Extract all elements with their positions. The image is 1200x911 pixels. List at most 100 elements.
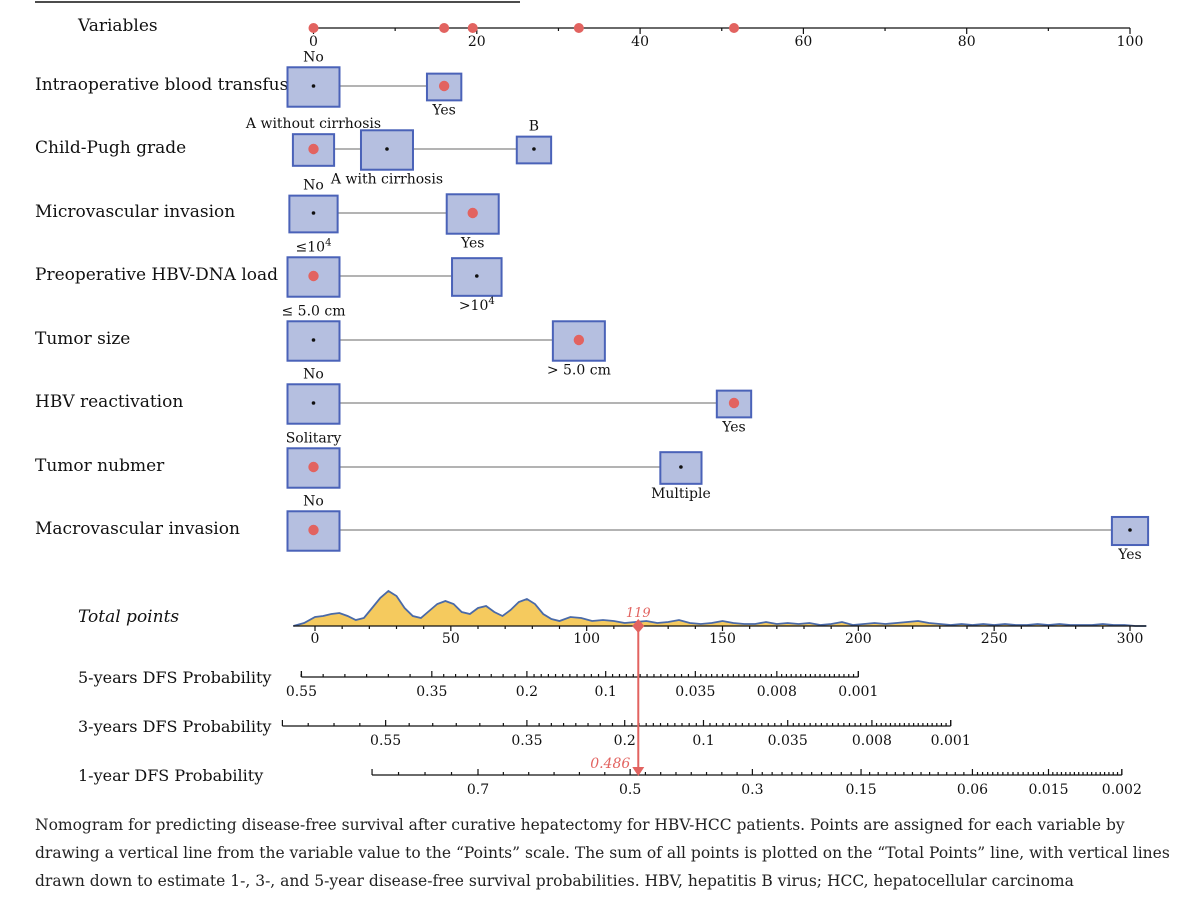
level-center-dot [532,147,536,151]
probability-tick-label: 0.008 [852,733,892,749]
variable-row: Tumor nubmer Solitary Multiple [35,430,711,502]
selected-level-dot [308,270,319,282]
probability-scales: 5-years DFS Probability 0.55 0.35 0.2 0.1 0.0… [78,668,1142,798]
level-label: Yes [460,236,485,252]
probability-tick-label: 0.035 [675,684,715,700]
level-center-dot [475,274,479,278]
total-points-axis: Total points 0 50 100 150 200 250 300 [78,607,1147,647]
points-axis-tick-label: 40 [631,34,649,50]
level-center-dot [311,84,316,88]
level-label: Yes [431,102,456,118]
probability-tick-label: 0.55 [370,733,401,749]
marker-diamond [632,619,645,633]
probability-tick-label: 0.3 [741,782,763,798]
total-points-tick-label: 150 [709,631,736,647]
probability-tick-label: 0.15 [845,782,876,798]
level-center-dot [311,401,316,405]
total-points-tick-label: 300 [1117,631,1144,647]
probability-tick-label: 0.7 [467,782,489,798]
level-label: No [303,49,324,65]
marker-probability-value: 0.486 [590,756,630,772]
probability-tick-label: 0.1 [595,684,617,700]
level-label: Multiple [651,486,711,502]
probability-scale-title: 1-year DFS Probability [78,766,263,785]
selected-point-dot [308,23,319,33]
variable-row: Tumor size ≤ 5.0 cm > 5.0 cm [35,303,611,378]
variable-row: HBV reactivation No Yes [35,366,753,435]
total-points-tick-label: 200 [845,631,872,647]
level-label: No [303,178,324,194]
probability-tick-label: 0.008 [757,684,797,700]
level-label: Solitary [286,430,342,446]
selected-level-dot [573,334,585,346]
probability-tick-label: 0.002 [1102,782,1142,798]
level-label: ≤ 5.0 cm [281,303,345,319]
points-axis-tick-label: 0 [309,34,318,50]
points-axis-tick-label: 100 [1117,34,1144,50]
variable-row: Macrovascular invasion No Yes [35,493,1150,563]
probability-tick-label: 0.5 [619,782,641,798]
probability-scale: 1-year DFS Probability 0.7 0.5 0.3 0.15 0.06 0… [78,766,1142,798]
probability-tick-label: 0.1 [692,733,714,749]
marker-arrowhead [632,767,645,776]
variable-label: Child-Pugh grade [35,138,186,158]
total-points-tick-label: 0 [311,631,320,647]
probability-tick-label: 0.015 [1028,782,1068,798]
probability-tick-label: 0.35 [511,733,542,749]
variable-label: Tumor size [35,329,130,349]
level-label: ≤104 [296,237,332,255]
variable-label: Macrovascular invasion [35,519,240,539]
level-label: No [303,366,324,382]
probability-tick-label: 0.55 [286,684,317,700]
level-label: > 5.0 cm [547,363,611,379]
level-label: Yes [721,419,746,435]
total-points-tick-label: 100 [573,631,600,647]
selected-point-dot [728,23,739,33]
level-center-dot [385,147,389,151]
variable-row: Preoperative HBV-DNA load ≤104 >104 [35,237,503,314]
variable-row: Microvascular invasion No Yes [35,178,500,252]
probability-scale-title: 3-years DFS Probability [78,717,271,736]
selected-point-dot [467,23,478,33]
level-center-dot [1128,528,1132,532]
total-points-tick-label: 250 [981,631,1008,647]
probability-tick-label: 0.001 [838,684,878,700]
selected-level-dot [438,80,450,92]
level-center-dot [679,465,683,469]
selected-level-dot [308,461,319,473]
marker-total-value: 119 [626,606,651,621]
probability-tick-label: 0.2 [516,684,538,700]
total-points-marker: 119 0.486 [590,606,651,776]
level-label: Yes [1117,547,1142,563]
points-axis-tick-label: 60 [794,34,812,50]
probability-scale: 5-years DFS Probability 0.55 0.35 0.2 0.1 0.0… [78,668,878,700]
variable-label: Tumor nubmer [35,456,165,476]
selected-point-dot [573,23,584,33]
level-center-dot [311,338,316,342]
probability-tick-label: 0.35 [416,684,447,700]
probability-tick-label: 0.001 [931,733,971,749]
total-points-density [293,589,1147,627]
points-axis-tick-label: 80 [958,34,976,50]
density-line [293,589,1147,627]
probability-scale-title: 5-years DFS Probability [78,668,271,687]
density-area [293,591,1147,626]
selected-level-dot [308,524,319,536]
level-label: No [303,493,324,509]
total-points-tick-label: 50 [442,631,460,647]
probability-scale: 3-years DFS Probability 0.55 0.35 0.2 0.1 0.0… [78,717,971,749]
probability-tick-label: 0.035 [768,733,808,749]
total-points-title: Total points [78,607,179,627]
nomogram-figure: Variables 0 20 40 60 80 100 Intraoperative blo… [35,1,1150,798]
level-label: A with cirrhosis [330,172,443,188]
probability-tick-label: 0.06 [957,782,988,798]
selected-point-dot [439,23,450,33]
variable-label: Microvascular invasion [35,202,235,222]
probability-tick-label: 0.2 [614,733,636,749]
variable-label: Preoperative HBV-DNA load [35,265,278,285]
figure-caption: Nomogram for predicting disease-free sur… [35,816,1170,890]
points-axis: Variables 0 20 40 60 80 100 [77,16,1143,50]
selected-level-dot [467,207,478,219]
level-label: >104 [459,296,495,314]
level-label: B [529,119,539,135]
